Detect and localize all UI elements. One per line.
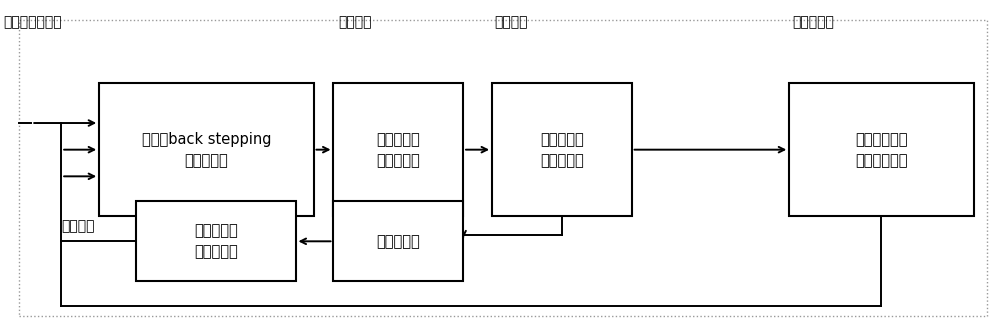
Text: 自适应back stepping
控制器模块: 自适应back stepping 控制器模块 <box>142 132 271 168</box>
Bar <box>333 83 463 216</box>
Bar <box>492 83 632 216</box>
Text: 控制效果模拟
仿真分析模块: 控制效果模拟 仿真分析模块 <box>855 132 908 168</box>
Text: 期望航向角指令: 期望航向角指令 <box>3 15 62 29</box>
Text: 动态抗饱和
补偿器模块: 动态抗饱和 补偿器模块 <box>194 223 238 259</box>
Bar <box>136 201 296 281</box>
Text: 补偿状态: 补偿状态 <box>61 220 95 234</box>
Text: 指令舵角: 指令舵角 <box>338 15 372 29</box>
Text: 船舶航向角: 船舶航向角 <box>792 15 834 29</box>
Text: 舵机伺服系
统模拟模块: 舵机伺服系 统模拟模块 <box>376 132 420 168</box>
Text: 加法器模块: 加法器模块 <box>376 234 420 249</box>
Bar <box>99 83 314 216</box>
Bar <box>333 201 463 281</box>
Bar <box>789 83 974 216</box>
Bar <box>19 20 987 316</box>
Text: 实际舵角: 实际舵角 <box>494 15 528 29</box>
Text: 船舶航向参
考模型模块: 船舶航向参 考模型模块 <box>540 132 584 168</box>
